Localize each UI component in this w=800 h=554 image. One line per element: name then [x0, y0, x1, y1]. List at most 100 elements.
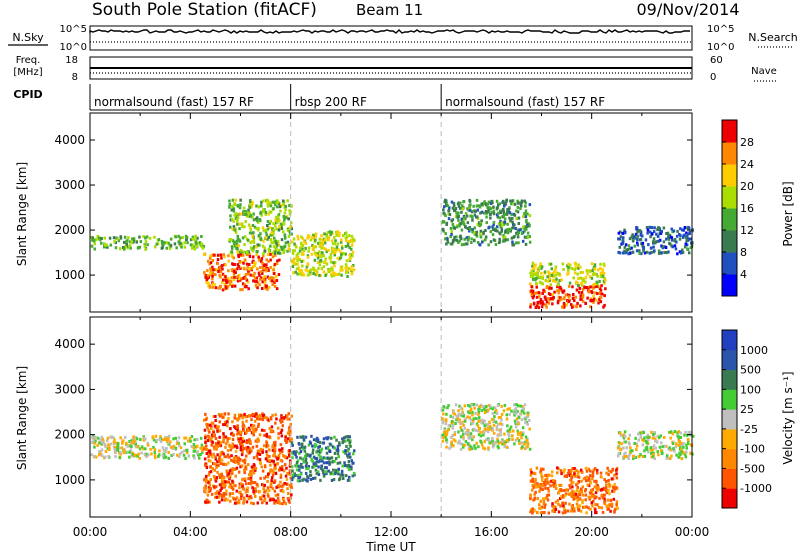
- scatter-cell: [261, 469, 265, 473]
- scatter-cell: [252, 490, 255, 494]
- scatter-cell: [101, 437, 105, 441]
- scatter-cell: [263, 490, 266, 494]
- scatter-cell: [243, 258, 247, 262]
- scatter-cell: [673, 430, 677, 434]
- scatter-cell: [303, 455, 307, 459]
- scatter-cell: [273, 466, 276, 470]
- scatter-cell: [538, 503, 541, 507]
- scatter-cell: [575, 266, 578, 270]
- scatter-cell: [233, 444, 237, 448]
- scatter-cell: [591, 474, 595, 478]
- scatter-cell: [516, 210, 520, 214]
- scatter-cell: [346, 478, 350, 482]
- scatter-cell: [338, 443, 341, 447]
- scatter-cell: [233, 275, 236, 279]
- scatter-cell: [272, 245, 276, 249]
- scatter-cell: [238, 206, 242, 210]
- scatter-cell: [279, 222, 283, 226]
- scatter-cell: [229, 448, 233, 452]
- scatter-cell: [339, 240, 343, 244]
- scatter-cell: [209, 487, 212, 491]
- scatter-cell: [613, 473, 616, 477]
- scatter-cell: [288, 231, 292, 235]
- scatter-cell: [590, 262, 594, 266]
- scatter-cell: [268, 458, 271, 462]
- scatter-cell: [455, 225, 459, 229]
- scatter-cell: [556, 466, 559, 470]
- scatter-cell: [119, 236, 123, 240]
- scatter-cell: [342, 477, 345, 480]
- scatter-cell: [290, 232, 293, 236]
- scatter-cell: [457, 218, 460, 222]
- scatter-cell: [138, 456, 141, 460]
- scatter-cell: [623, 430, 627, 434]
- scatter-cell: [452, 438, 456, 442]
- scatter-cell: [577, 475, 581, 479]
- scatter-cell: [614, 487, 617, 491]
- scatter-cell: [211, 274, 214, 278]
- scatter-cell: [270, 425, 274, 429]
- scatter-cell: [312, 245, 315, 249]
- scatter-cell: [212, 268, 215, 272]
- scatter-cell: [142, 447, 145, 451]
- scatter-cell: [229, 225, 232, 229]
- scatter-cell: [509, 199, 512, 203]
- scatter-cell: [605, 491, 609, 495]
- scatter-cell: [224, 492, 228, 496]
- scatter-cell: [219, 270, 223, 273]
- scatter-cell: [463, 426, 466, 430]
- scatter-cell: [461, 429, 465, 433]
- scatter-cell: [262, 499, 266, 503]
- scatter-cell: [114, 455, 117, 459]
- scatter-cell: [462, 216, 466, 220]
- scatter-cell: [641, 455, 645, 458]
- scatter-cell: [589, 507, 592, 511]
- scatter-cell: [682, 228, 685, 232]
- scatter-cell: [251, 249, 255, 253]
- scatter-cell: [563, 468, 566, 472]
- scatter-cell: [588, 275, 592, 279]
- scatter-cell: [683, 233, 686, 237]
- scatter-cell: [348, 440, 351, 444]
- colorbar-swatch: [722, 448, 737, 469]
- scatter-cell: [553, 290, 556, 294]
- scatter-cell: [312, 234, 315, 238]
- scatter-cell: [205, 448, 208, 451]
- scatter-cell: [531, 264, 534, 268]
- scatter-cell: [242, 487, 245, 491]
- scatter-cell: [601, 510, 605, 514]
- scatter-cell: [301, 237, 305, 241]
- scatter-cell: [346, 275, 349, 278]
- scatter-cell: [568, 471, 572, 475]
- scatter-cell: [312, 464, 316, 468]
- scatter-cell: [237, 431, 240, 435]
- scatter-cell: [269, 238, 272, 242]
- scatter-cell: [578, 493, 582, 497]
- scatter-cell: [297, 266, 300, 270]
- scatter-cell: [266, 287, 269, 291]
- scatter-cell: [444, 198, 447, 202]
- scatter-cell: [233, 416, 236, 420]
- scatter-cell: [211, 285, 214, 289]
- scatter-cell: [242, 210, 245, 214]
- scatter-cell: [441, 439, 445, 443]
- scatter-cell: [471, 228, 474, 232]
- scatter-cell: [468, 199, 472, 203]
- scatter-cell: [334, 468, 338, 472]
- scatter-cell: [190, 246, 194, 250]
- scatter-cell: [565, 488, 568, 492]
- scatter-cell: [255, 217, 258, 221]
- scatter-cell: [472, 435, 475, 439]
- scatter-cell: [672, 447, 675, 451]
- scatter-cell: [567, 262, 570, 266]
- colorbar-swatch: [722, 409, 737, 430]
- scatter-cell: [204, 463, 208, 467]
- scatter-cell: [512, 411, 516, 415]
- scatter-cell: [484, 210, 488, 213]
- scatter-cell: [290, 227, 293, 231]
- scatter-cell: [492, 419, 495, 423]
- scatter-cell: [239, 433, 242, 436]
- scatter-cell: [497, 446, 500, 450]
- scatter-cell: [577, 263, 580, 267]
- scatter-cell: [475, 403, 479, 407]
